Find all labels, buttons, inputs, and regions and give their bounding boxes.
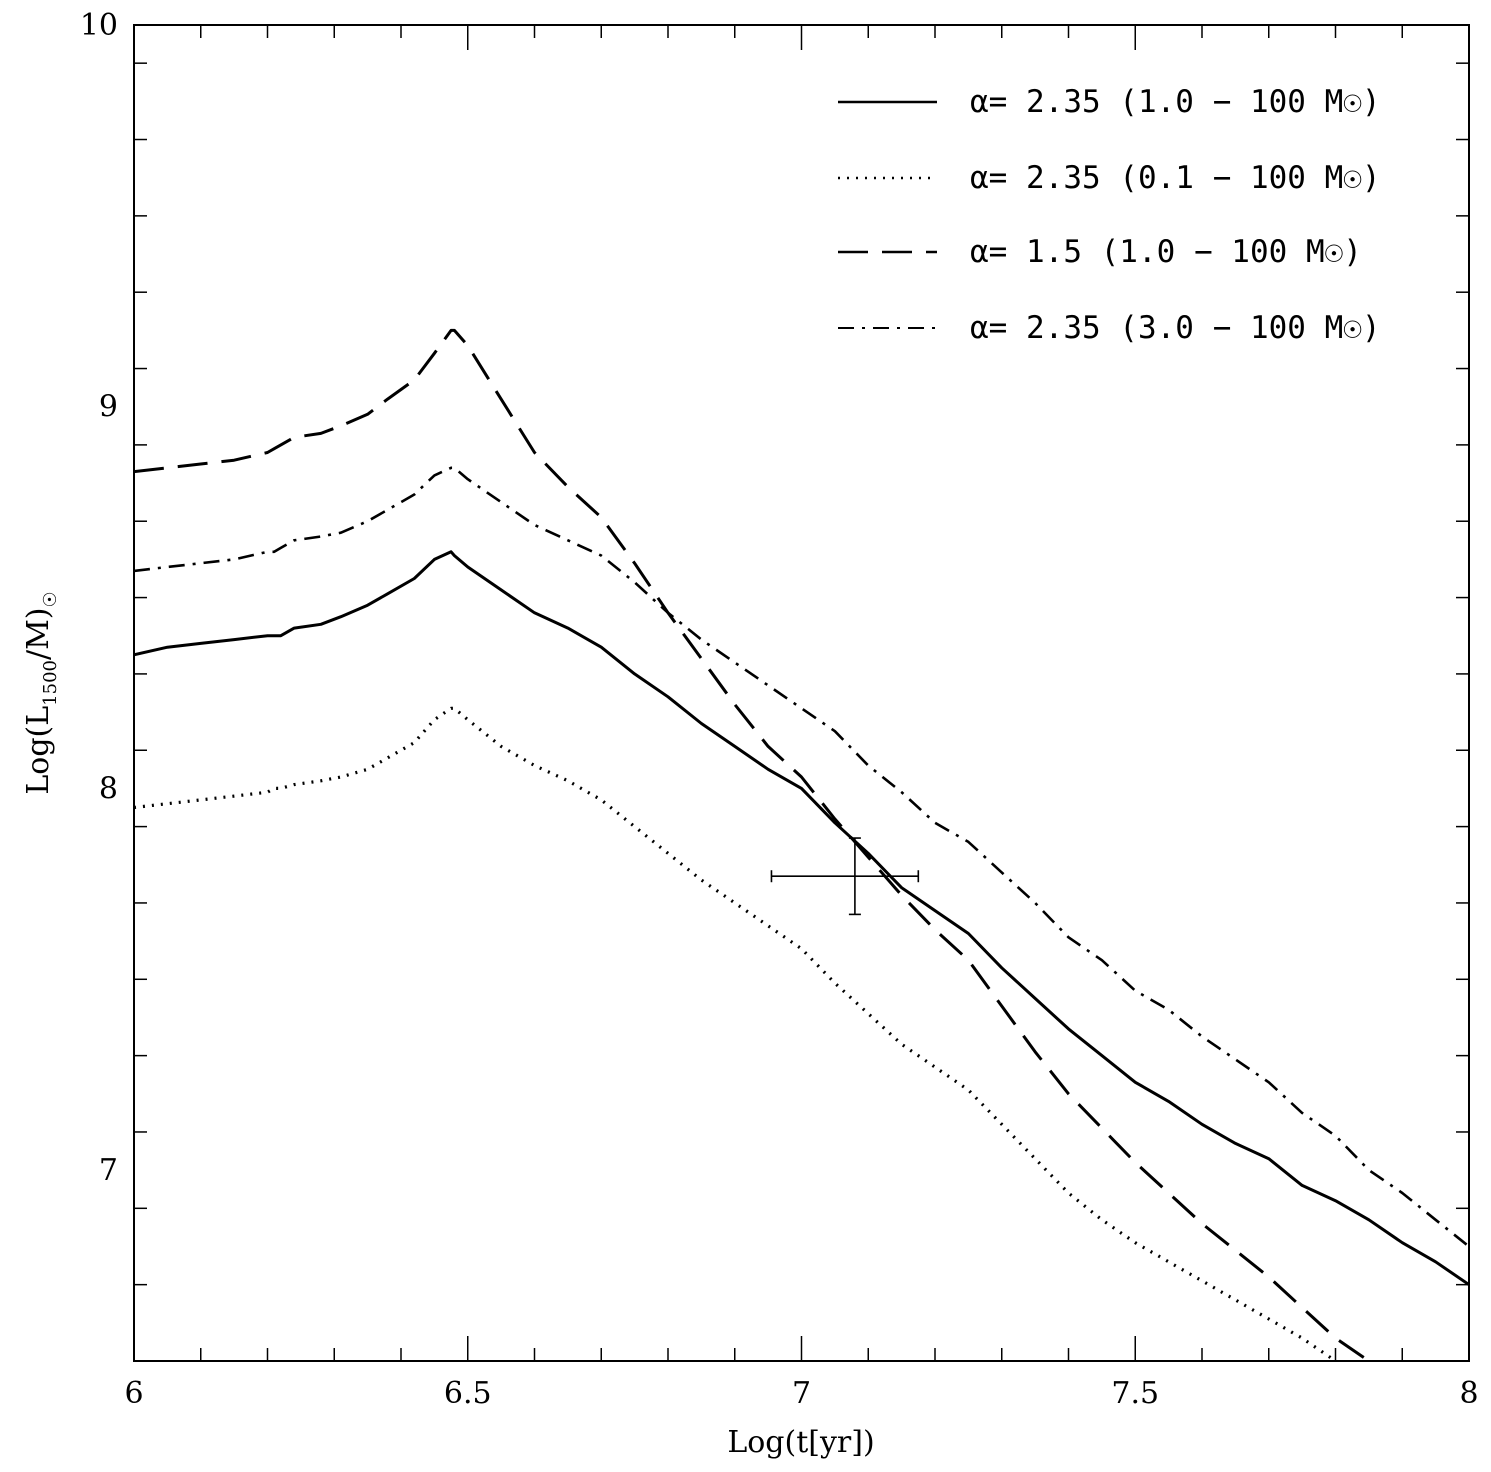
y-axis-label-tail: /M) <box>21 607 56 660</box>
plot-frame <box>133 24 1470 1362</box>
legend: α= 2.35 (1.0 − 100 M☉) α= 2.35 (0.1 − 100… <box>838 84 1381 346</box>
legend-label: α= 2.35 (0.1 − 100 M☉) <box>970 160 1381 196</box>
error-bar <box>770 837 920 916</box>
y-axis-label-main: Log(L <box>21 706 56 795</box>
y-tick-label: 10 <box>80 8 118 43</box>
y-axis-label: Log(L1500/M)☉ <box>21 591 61 794</box>
x-tick-label: 6.5 <box>444 1376 492 1411</box>
series-line-solid <box>134 550 1469 1286</box>
y-tick-label: 7 <box>99 1153 118 1188</box>
legend-label: α= 2.35 (1.0 − 100 M☉) <box>970 84 1381 120</box>
series-line-dashdot <box>134 466 1469 1248</box>
legend-label: α= 2.35 (3.0 − 100 M☉) <box>970 310 1381 346</box>
y-axis-label-subscript: 1500 <box>40 660 61 706</box>
y-axis-label-sun-symbol: ☉ <box>40 591 61 607</box>
x-tick-label: 7 <box>792 1376 811 1411</box>
series-layer <box>134 328 1469 1361</box>
y-tick-label: 9 <box>99 390 118 425</box>
x-axis-label: Log(t[yr]) <box>727 1425 874 1460</box>
x-tick-label: 6 <box>124 1376 143 1411</box>
x-tick-label: 8 <box>1459 1376 1478 1411</box>
series-line-dashed <box>134 328 1370 1361</box>
legend-label: α= 1.5 (1.0 − 100 M☉) <box>970 234 1362 270</box>
axis-tick-labels: 6 6.5 7 7.5 8 7 8 9 10 <box>80 8 1479 1411</box>
series-line-dotted <box>134 706 1337 1361</box>
x-tick-label: 7.5 <box>1111 1376 1159 1411</box>
axis-ticks <box>133 25 1470 1362</box>
y-tick-label: 8 <box>99 771 118 806</box>
